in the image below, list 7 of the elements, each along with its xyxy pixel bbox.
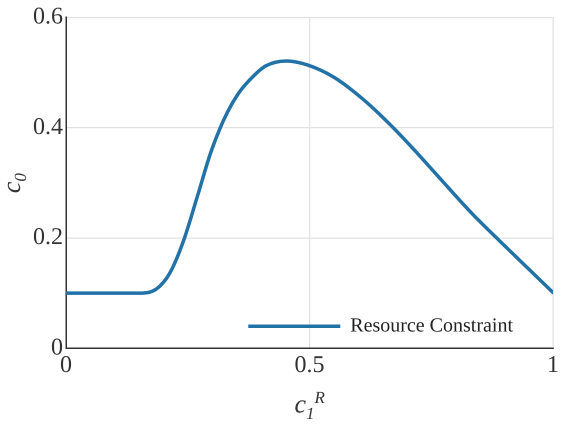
y-tick-label: 0.6 — [33, 4, 63, 30]
x-tick-label: 1 — [547, 352, 559, 378]
x-tick-label: 0.5 — [294, 352, 324, 378]
y-tick-label: 0.2 — [33, 224, 63, 250]
y-tick-label: 0.4 — [33, 114, 63, 140]
line-series — [66, 59, 553, 295]
legend-label: Resource Constraint — [350, 314, 514, 336]
